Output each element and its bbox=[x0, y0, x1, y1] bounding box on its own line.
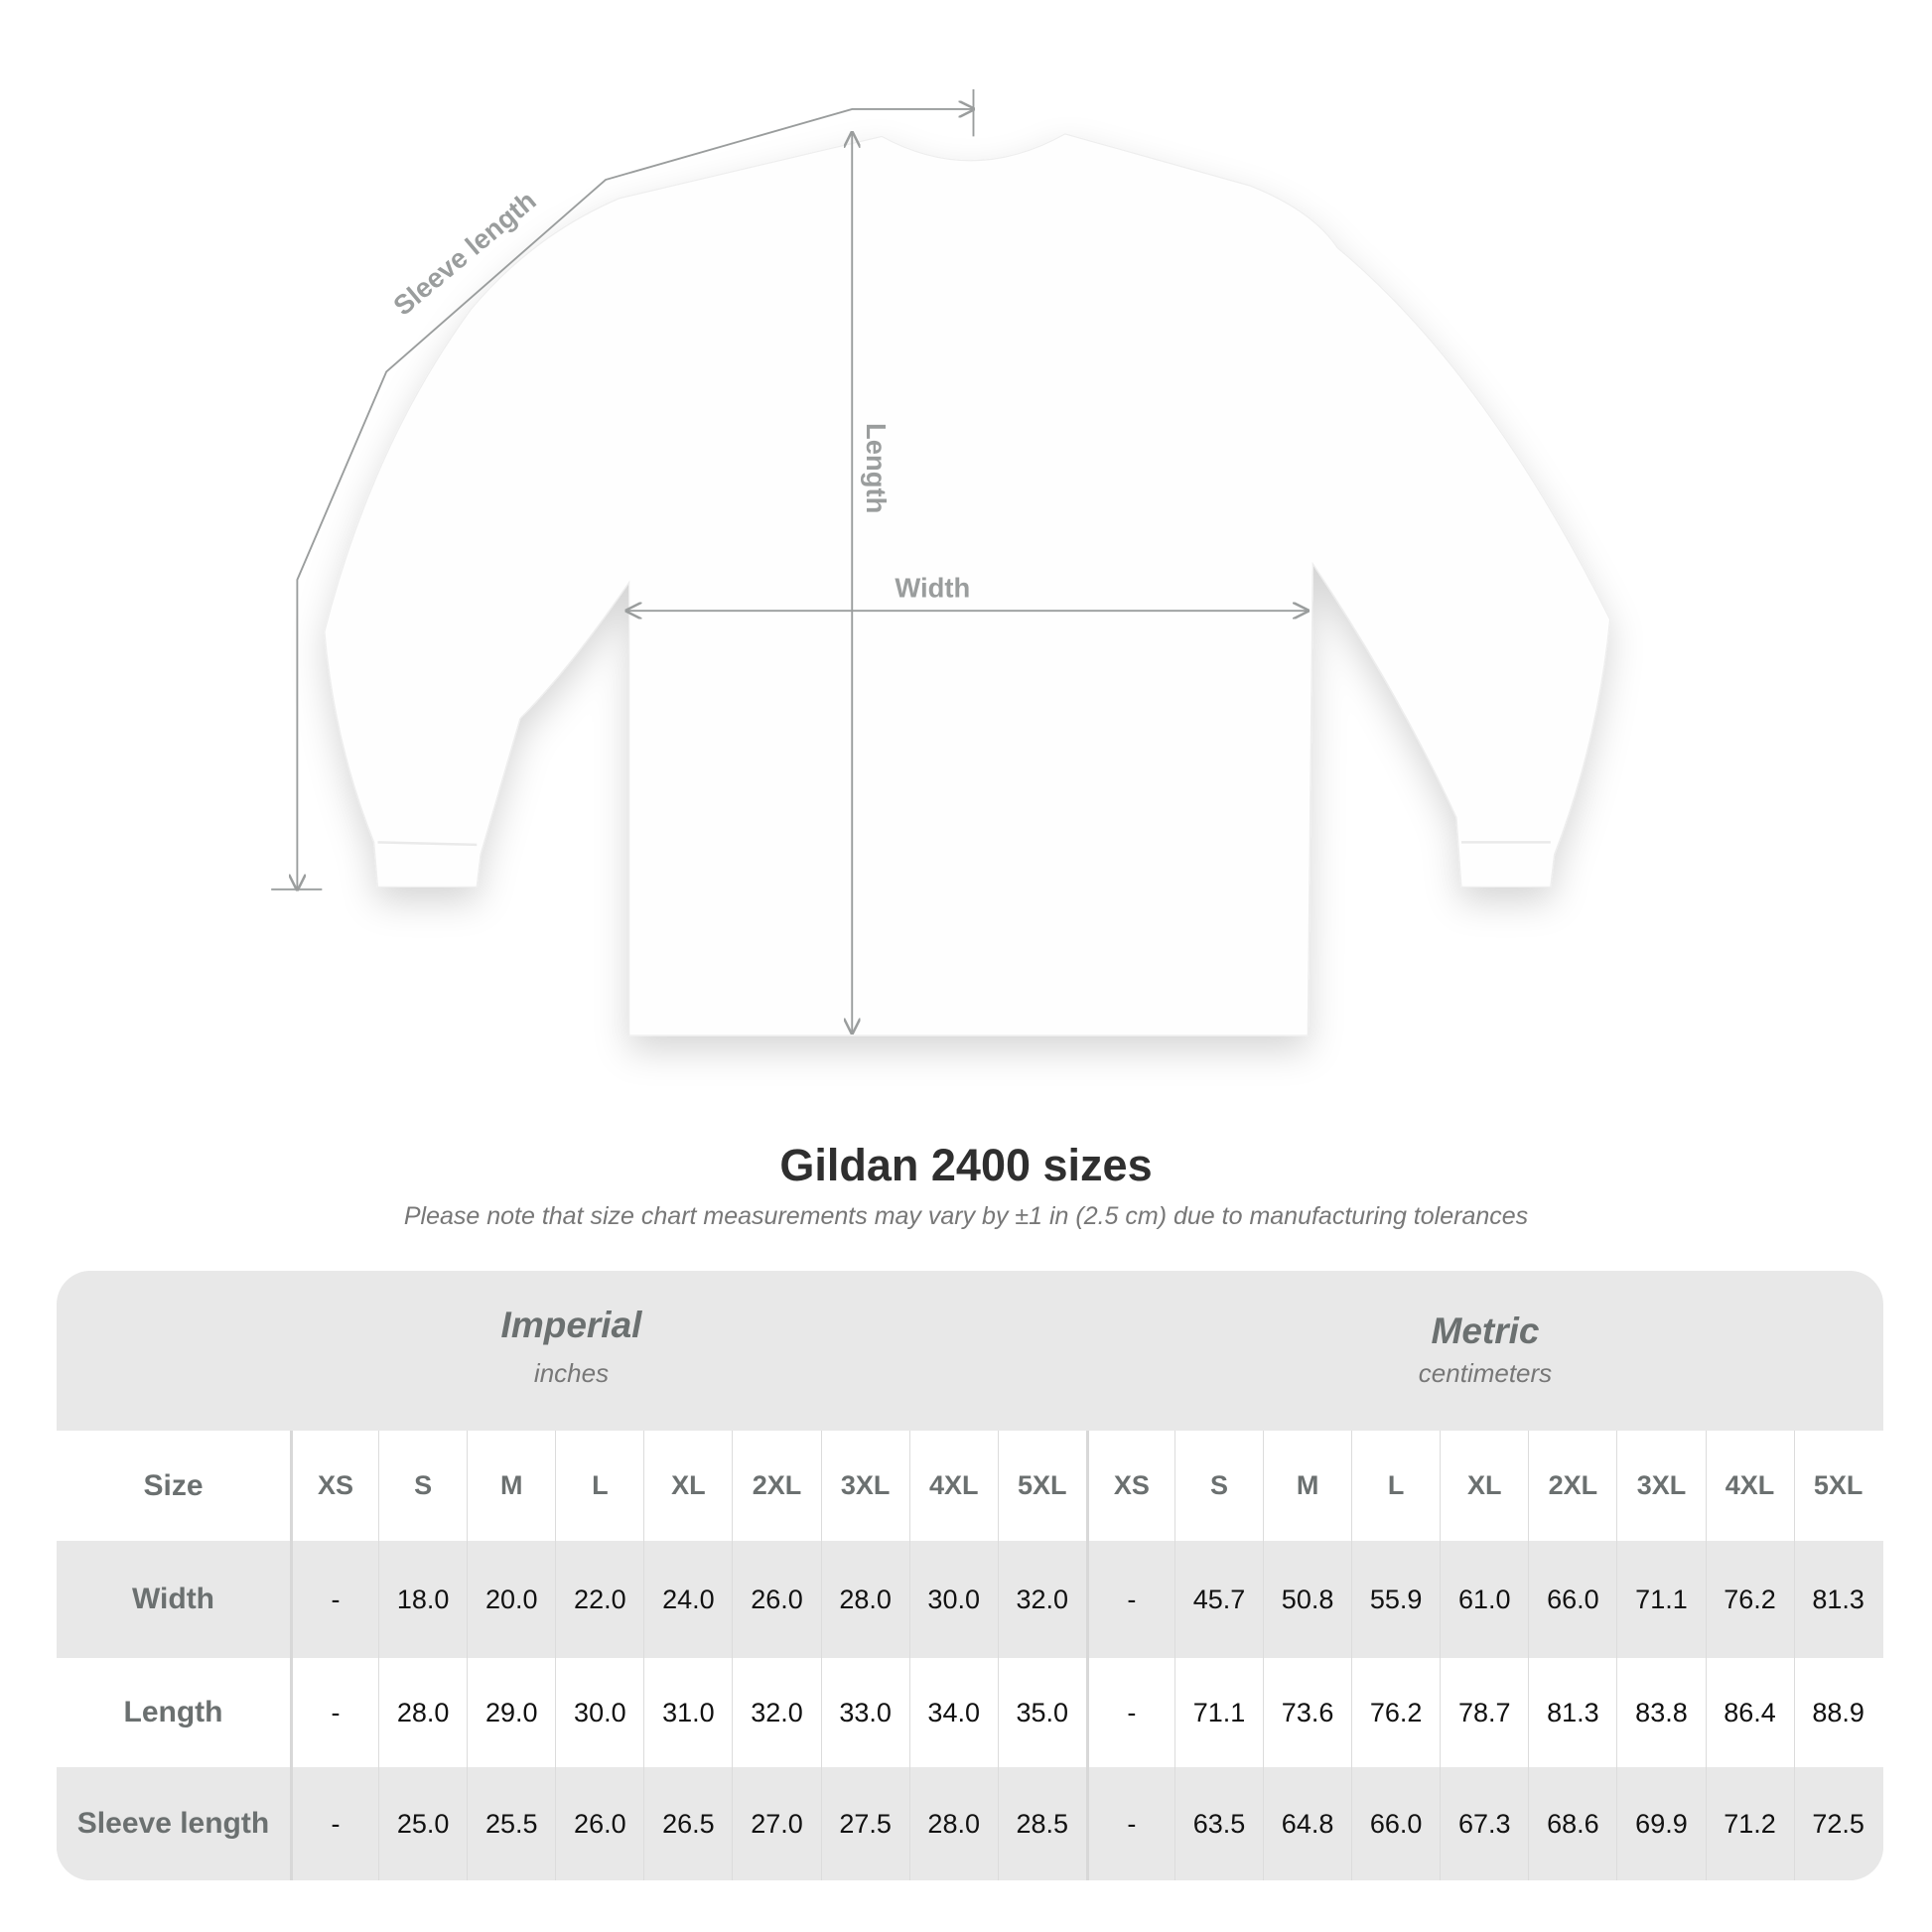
metric-value-3xl: 69.9 bbox=[1616, 1767, 1705, 1880]
imperial-value-m: 20.0 bbox=[467, 1541, 555, 1658]
metric-value-2xl: 81.3 bbox=[1528, 1658, 1616, 1767]
metric-value-xl: 67.3 bbox=[1440, 1767, 1528, 1880]
width-label: Width bbox=[895, 572, 970, 603]
metric-size-4xl: 4XL bbox=[1705, 1431, 1794, 1541]
imperial-value-5xl: 35.0 bbox=[997, 1658, 1086, 1767]
row-label: Sleeve length bbox=[76, 1807, 270, 1840]
metric-value-4xl: 86.4 bbox=[1705, 1658, 1794, 1767]
imperial-value-4xl: 34.0 bbox=[908, 1658, 998, 1767]
imperial-size-m: M bbox=[467, 1431, 555, 1541]
imperial-size-xs: XS bbox=[290, 1431, 378, 1541]
metric-value-l: 76.2 bbox=[1351, 1658, 1440, 1767]
size-table: Imperial inches Metric centimeters Size X… bbox=[57, 1271, 1883, 1880]
imperial-header: Imperial inches bbox=[290, 1271, 853, 1431]
metric-size-m: M bbox=[1263, 1431, 1351, 1541]
metric-header: Metric centimeters bbox=[1087, 1271, 1883, 1431]
metric-size-5xl: 5XL bbox=[1793, 1431, 1882, 1541]
metric-value-xl: 61.0 bbox=[1440, 1541, 1528, 1658]
metric-size-l: L bbox=[1351, 1431, 1440, 1541]
imperial-size-s: S bbox=[378, 1431, 467, 1541]
sleeve-measure-line bbox=[271, 88, 973, 890]
metric-size-2xl: 2XL bbox=[1528, 1431, 1616, 1541]
metric-value-4xl: 76.2 bbox=[1705, 1541, 1794, 1658]
size-header-row: Size XS S M L XL 2XL 3XL 4XL 5XL XS S M L XL 2XL 3XL 4XL 5… bbox=[57, 1431, 1883, 1541]
row-label: Width bbox=[131, 1583, 215, 1615]
metric-value-2xl: 68.6 bbox=[1528, 1767, 1616, 1880]
metric-value-3xl: 71.1 bbox=[1616, 1541, 1705, 1658]
imperial-value-l: 30.0 bbox=[555, 1658, 643, 1767]
imperial-value-5xl: 32.0 bbox=[997, 1541, 1086, 1658]
length-label: Length bbox=[861, 423, 892, 513]
imperial-value-3xl: 27.5 bbox=[820, 1767, 909, 1880]
metric-size-s: S bbox=[1173, 1431, 1263, 1541]
metric-value-l: 55.9 bbox=[1351, 1541, 1440, 1658]
imperial-value-m: 29.0 bbox=[467, 1658, 555, 1767]
tolerance-note: Please note that size chart measurements… bbox=[403, 1202, 1529, 1230]
imperial-size-l: L bbox=[555, 1431, 643, 1541]
imperial-value-xs: - bbox=[290, 1767, 378, 1880]
shirt-measurement-diagram: Sleeve length Length Width bbox=[271, 88, 1611, 1036]
imperial-size-xl: XL bbox=[643, 1431, 732, 1541]
metric-value-3xl: 83.8 bbox=[1616, 1658, 1705, 1767]
imperial-value-5xl: 28.5 bbox=[997, 1767, 1086, 1880]
metric-value-2xl: 66.0 bbox=[1528, 1541, 1616, 1658]
imperial-value-xl: 31.0 bbox=[643, 1658, 732, 1767]
metric-value-m: 73.6 bbox=[1263, 1658, 1351, 1767]
imperial-value-3xl: 28.0 bbox=[820, 1541, 909, 1658]
size-label: Size bbox=[143, 1468, 204, 1502]
imperial-value-m: 25.5 bbox=[467, 1767, 555, 1880]
metric-value-m: 64.8 bbox=[1263, 1767, 1351, 1880]
metric-value-5xl: 81.3 bbox=[1793, 1541, 1882, 1658]
imperial-size-3xl: 3XL bbox=[820, 1431, 909, 1541]
metric-size-xs: XS bbox=[1085, 1431, 1174, 1541]
table-row-length: Length -28.0 29.0 30.0 31.0 32.0 33.0 34.0 35.0-… bbox=[57, 1658, 1883, 1767]
imperial-value-s: 25.0 bbox=[378, 1767, 467, 1880]
metric-value-l: 66.0 bbox=[1351, 1767, 1440, 1880]
imperial-value-xs: - bbox=[290, 1541, 378, 1658]
imperial-value-s: 18.0 bbox=[378, 1541, 467, 1658]
table-row-width: Width -18.0 20.0 22.0 24.0 26.0 28.0 30.0 32.0-4… bbox=[57, 1541, 1883, 1658]
metric-size-xl: XL bbox=[1440, 1431, 1528, 1541]
imperial-unit: inches bbox=[533, 1358, 610, 1388]
row-label: Length bbox=[123, 1696, 223, 1728]
imperial-value-l: 22.0 bbox=[555, 1541, 643, 1658]
imperial-value-s: 28.0 bbox=[378, 1658, 467, 1767]
imperial-value-l: 26.0 bbox=[555, 1767, 643, 1880]
imperial-value-xl: 24.0 bbox=[643, 1541, 732, 1658]
metric-title: Metric bbox=[1431, 1311, 1540, 1351]
imperial-value-4xl: 30.0 bbox=[908, 1541, 998, 1658]
imperial-value-2xl: 26.0 bbox=[732, 1541, 820, 1658]
imperial-value-xs: - bbox=[290, 1658, 378, 1767]
table-row-sleeve-length: Sleeve length -25.0 25.5 26.0 26.5 27.0 27.5 28… bbox=[57, 1767, 1883, 1880]
imperial-size-4xl: 4XL bbox=[908, 1431, 998, 1541]
imperial-value-4xl: 28.0 bbox=[908, 1767, 998, 1880]
imperial-size-5xl: 5XL bbox=[997, 1431, 1086, 1541]
metric-value-5xl: 88.9 bbox=[1793, 1658, 1882, 1767]
metric-unit: centimeters bbox=[1418, 1358, 1553, 1388]
metric-value-s: 71.1 bbox=[1173, 1658, 1263, 1767]
metric-value-xs: - bbox=[1085, 1767, 1174, 1880]
metric-value-s: 45.7 bbox=[1173, 1541, 1263, 1658]
metric-value-xs: - bbox=[1085, 1541, 1174, 1658]
imperial-value-3xl: 33.0 bbox=[820, 1658, 909, 1767]
imperial-value-2xl: 27.0 bbox=[732, 1767, 820, 1880]
metric-size-3xl: 3XL bbox=[1616, 1431, 1705, 1541]
metric-value-xs: - bbox=[1085, 1658, 1174, 1767]
imperial-value-2xl: 32.0 bbox=[732, 1658, 820, 1767]
imperial-size-2xl: 2XL bbox=[732, 1431, 820, 1541]
metric-value-xl: 78.7 bbox=[1440, 1658, 1528, 1767]
imperial-value-xl: 26.5 bbox=[643, 1767, 732, 1880]
page-title: Gildan 2400 sizes bbox=[779, 1140, 1153, 1190]
metric-value-m: 50.8 bbox=[1263, 1541, 1351, 1658]
metric-value-4xl: 71.2 bbox=[1705, 1767, 1794, 1880]
imperial-title: Imperial bbox=[500, 1305, 642, 1345]
metric-value-s: 63.5 bbox=[1173, 1767, 1263, 1880]
metric-value-5xl: 72.5 bbox=[1793, 1767, 1882, 1880]
